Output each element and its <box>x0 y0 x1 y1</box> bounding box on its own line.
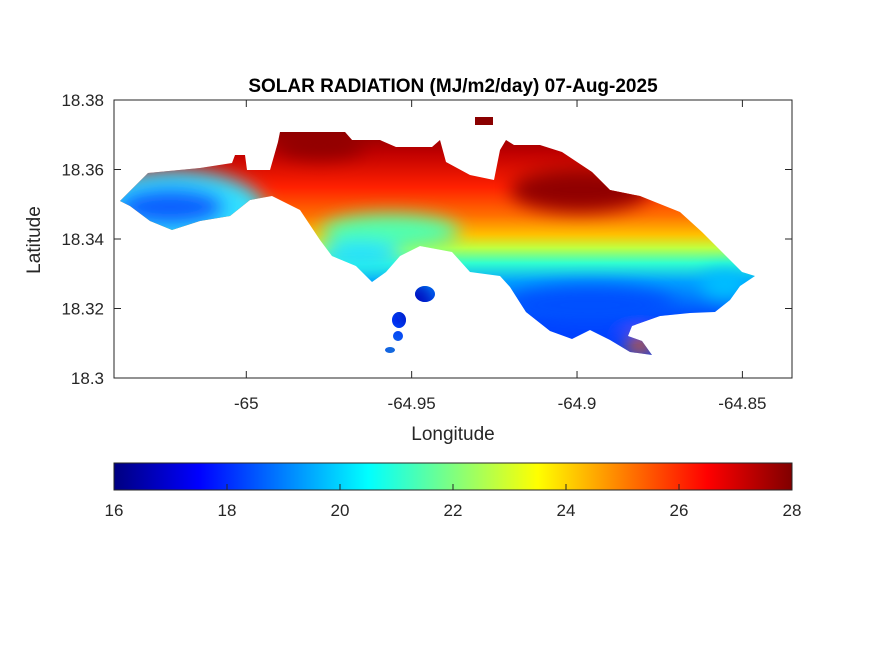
y-tick-label: 18.38 <box>61 91 104 110</box>
x-axis: -65 -64.95 -64.9 -64.85 <box>234 100 766 413</box>
northeast-max-region <box>510 168 650 212</box>
north-ridge-max <box>275 131 365 159</box>
y-tick-label: 18.3 <box>71 369 104 388</box>
y-tick-label: 18.32 <box>61 300 104 319</box>
x-tick-label: -64.85 <box>718 394 766 413</box>
southeast-low-region <box>505 285 675 325</box>
y-axis-label: Latitude <box>24 206 45 274</box>
central-cyan-region <box>320 241 400 269</box>
west-min-region <box>120 187 225 227</box>
islet-green <box>384 345 400 355</box>
islet-low <box>395 280 435 330</box>
colorbar-tick-label: 22 <box>444 501 463 520</box>
southeast-tip-warm <box>626 336 654 354</box>
y-axis: 18.3 18.32 18.34 18.36 18.38 <box>61 91 792 388</box>
chart-title: SOLAR RADIATION (MJ/m2/day) 07-Aug-2025 <box>248 76 658 97</box>
y-tick-label: 18.34 <box>61 230 104 249</box>
east-tip-cyan <box>700 270 750 300</box>
x-tick-label: -64.9 <box>558 394 597 413</box>
x-tick-label: -65 <box>234 394 259 413</box>
colorbar-ticks: 16 18 20 22 24 26 28 <box>105 484 802 520</box>
colorbar-tick-label: 20 <box>331 501 350 520</box>
colorbar-tick-label: 26 <box>670 501 689 520</box>
colorbar-tick-label: 28 <box>783 501 802 520</box>
x-axis-label: Longitude <box>411 424 494 445</box>
y-tick-label: 18.36 <box>61 161 104 180</box>
colorbar-tick-label: 16 <box>105 501 124 520</box>
central-mid-region <box>320 214 460 250</box>
x-tick-label: -64.95 <box>388 394 436 413</box>
map-surface <box>120 117 755 355</box>
colorbar-tick-label: 24 <box>557 501 576 520</box>
colorbar-tick-label: 18 <box>218 501 237 520</box>
